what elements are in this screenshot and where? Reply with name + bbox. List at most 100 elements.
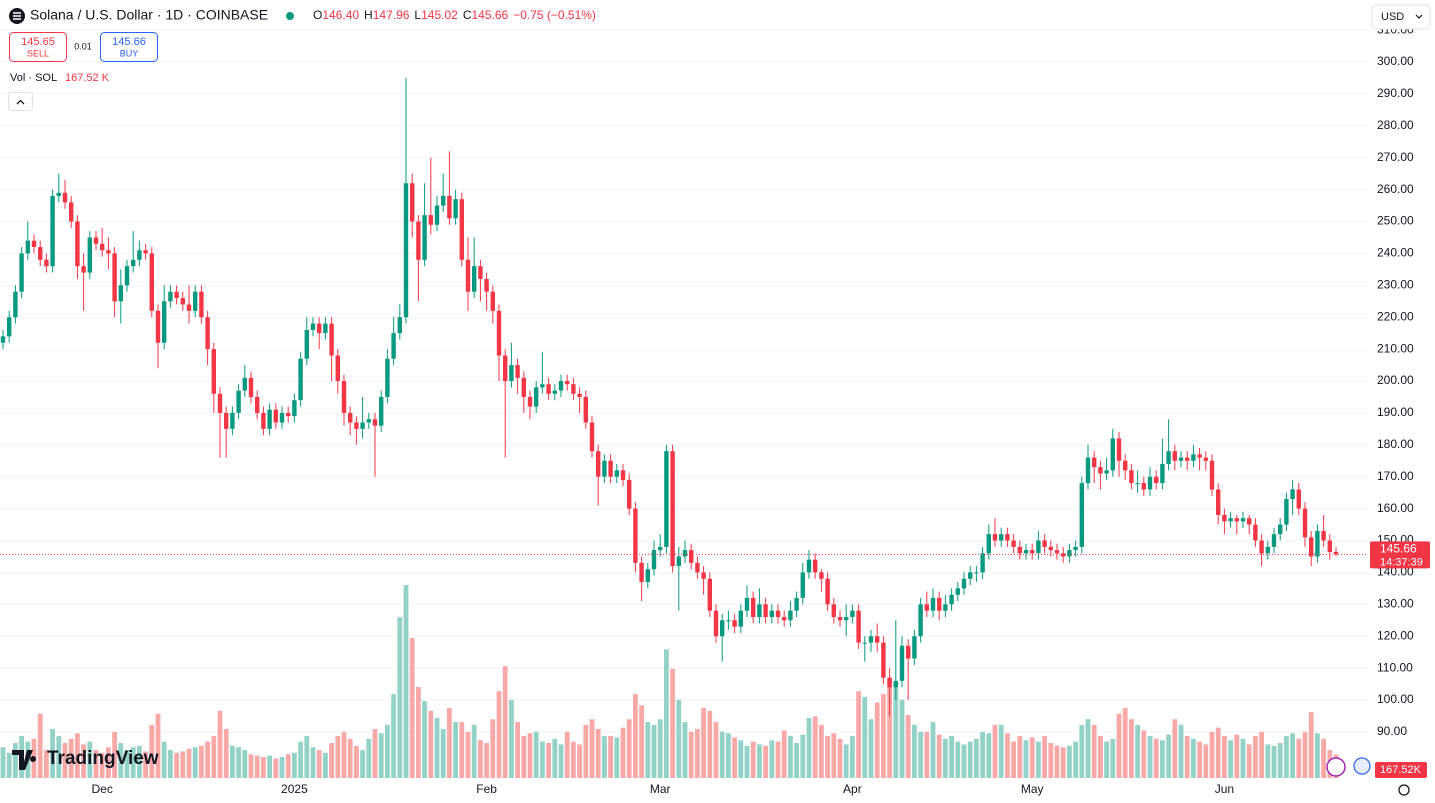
spread: 0.01	[74, 41, 92, 51]
x-tick-label: Dec	[92, 782, 113, 796]
candle-body	[87, 237, 92, 273]
candle-body	[658, 546, 663, 551]
candle-body	[112, 253, 117, 302]
candle-body	[503, 355, 508, 382]
alert-icon[interactable]	[1326, 757, 1346, 777]
volume-bar	[744, 745, 750, 778]
volume-bar	[143, 751, 148, 778]
candle-body	[441, 195, 446, 206]
volume-bar	[1321, 738, 1326, 778]
volume-bar	[323, 752, 328, 778]
candle-body	[1073, 546, 1078, 551]
volume-bar	[279, 757, 285, 778]
volume-bar	[124, 750, 130, 778]
candle-body	[670, 451, 675, 567]
currency-chevron	[1415, 14, 1423, 19]
candle-body	[1005, 534, 1010, 541]
candle-body	[788, 610, 793, 621]
candle-body	[1154, 476, 1159, 484]
candle-body	[1271, 534, 1277, 547]
volume-bar	[378, 733, 384, 778]
volume-bar	[1160, 740, 1165, 778]
candle-body	[608, 460, 613, 477]
x-tick-label: Feb	[476, 782, 497, 796]
candle-body	[13, 291, 18, 318]
candle-body	[255, 396, 260, 413]
volume-bar	[1085, 719, 1091, 778]
volume-bar	[347, 738, 353, 778]
collapse-button[interactable]	[8, 92, 33, 111]
volume-bar	[1054, 745, 1060, 778]
ohlc-key: O	[313, 8, 322, 22]
volume-bar	[62, 743, 68, 778]
candle-body	[100, 243, 105, 251]
volume-bar	[1308, 712, 1314, 778]
price-axis: 90.00100.00110.00120.00130.00140.00150.0…	[1370, 22, 1430, 778]
candle-body	[924, 604, 929, 611]
volume-bar	[564, 731, 570, 778]
candle-body	[484, 278, 489, 292]
candle-body	[174, 291, 179, 299]
candle-body	[1110, 438, 1115, 471]
sell-button[interactable]	[9, 32, 67, 62]
volume-bar	[750, 741, 756, 778]
candle-body	[844, 617, 849, 621]
volume-bar	[391, 694, 396, 778]
candle-body	[769, 610, 774, 618]
candle-body	[602, 460, 607, 477]
volume-bar	[602, 736, 607, 778]
volume-bar	[893, 682, 899, 778]
currency-button[interactable]	[1371, 4, 1431, 30]
ohlc-value: 147.96	[373, 8, 410, 22]
volume-bar	[1073, 741, 1078, 778]
volume-bar	[397, 617, 403, 778]
volume-bar	[1234, 734, 1240, 778]
candle-body	[825, 578, 830, 605]
volume-bar	[540, 741, 545, 778]
candle-body	[1017, 546, 1022, 554]
candle-body	[1178, 457, 1184, 461]
volume-bar	[775, 741, 781, 778]
volume-bar	[912, 724, 917, 778]
candle-body	[1104, 470, 1109, 474]
candle-body	[732, 620, 737, 627]
volume-bar	[236, 747, 241, 778]
settings-icon[interactable]	[1398, 784, 1410, 796]
x-tick-label: Mar	[650, 782, 671, 796]
candle-body	[193, 291, 198, 311]
volume-bar	[558, 744, 564, 778]
candle-body	[248, 377, 254, 397]
volume-bar	[719, 731, 725, 778]
volume-bar	[106, 747, 111, 778]
candle-body	[757, 604, 762, 618]
candle-body	[1321, 530, 1326, 541]
candle-body	[25, 240, 30, 254]
buy-button[interactable]	[100, 32, 158, 62]
candle-body	[1036, 540, 1041, 554]
volume-bar	[918, 731, 923, 778]
candle-body	[974, 572, 979, 574]
volume-bar	[354, 745, 359, 778]
flag-icon[interactable]	[1353, 757, 1371, 775]
candle-body	[899, 645, 905, 681]
candle-body	[162, 301, 167, 343]
volume-bar	[118, 743, 124, 778]
volume-bar	[608, 736, 613, 778]
volume-bar	[620, 727, 626, 778]
volume-bar	[242, 750, 248, 778]
volume-bar	[310, 747, 316, 778]
candle-body	[62, 192, 68, 203]
volume-bar	[899, 699, 905, 778]
candle-body	[1296, 489, 1301, 509]
candle-body	[651, 550, 657, 570]
y-tick-label: 170.00	[1377, 469, 1414, 483]
candle-body	[453, 199, 458, 219]
candle-body	[267, 409, 272, 429]
candle-body	[682, 550, 688, 557]
volume-bar	[223, 729, 229, 778]
volume-bar	[205, 741, 210, 778]
candle-body	[1284, 499, 1289, 525]
volume-bar	[874, 702, 880, 778]
candle-body	[937, 597, 942, 611]
volume-bar	[130, 747, 136, 778]
